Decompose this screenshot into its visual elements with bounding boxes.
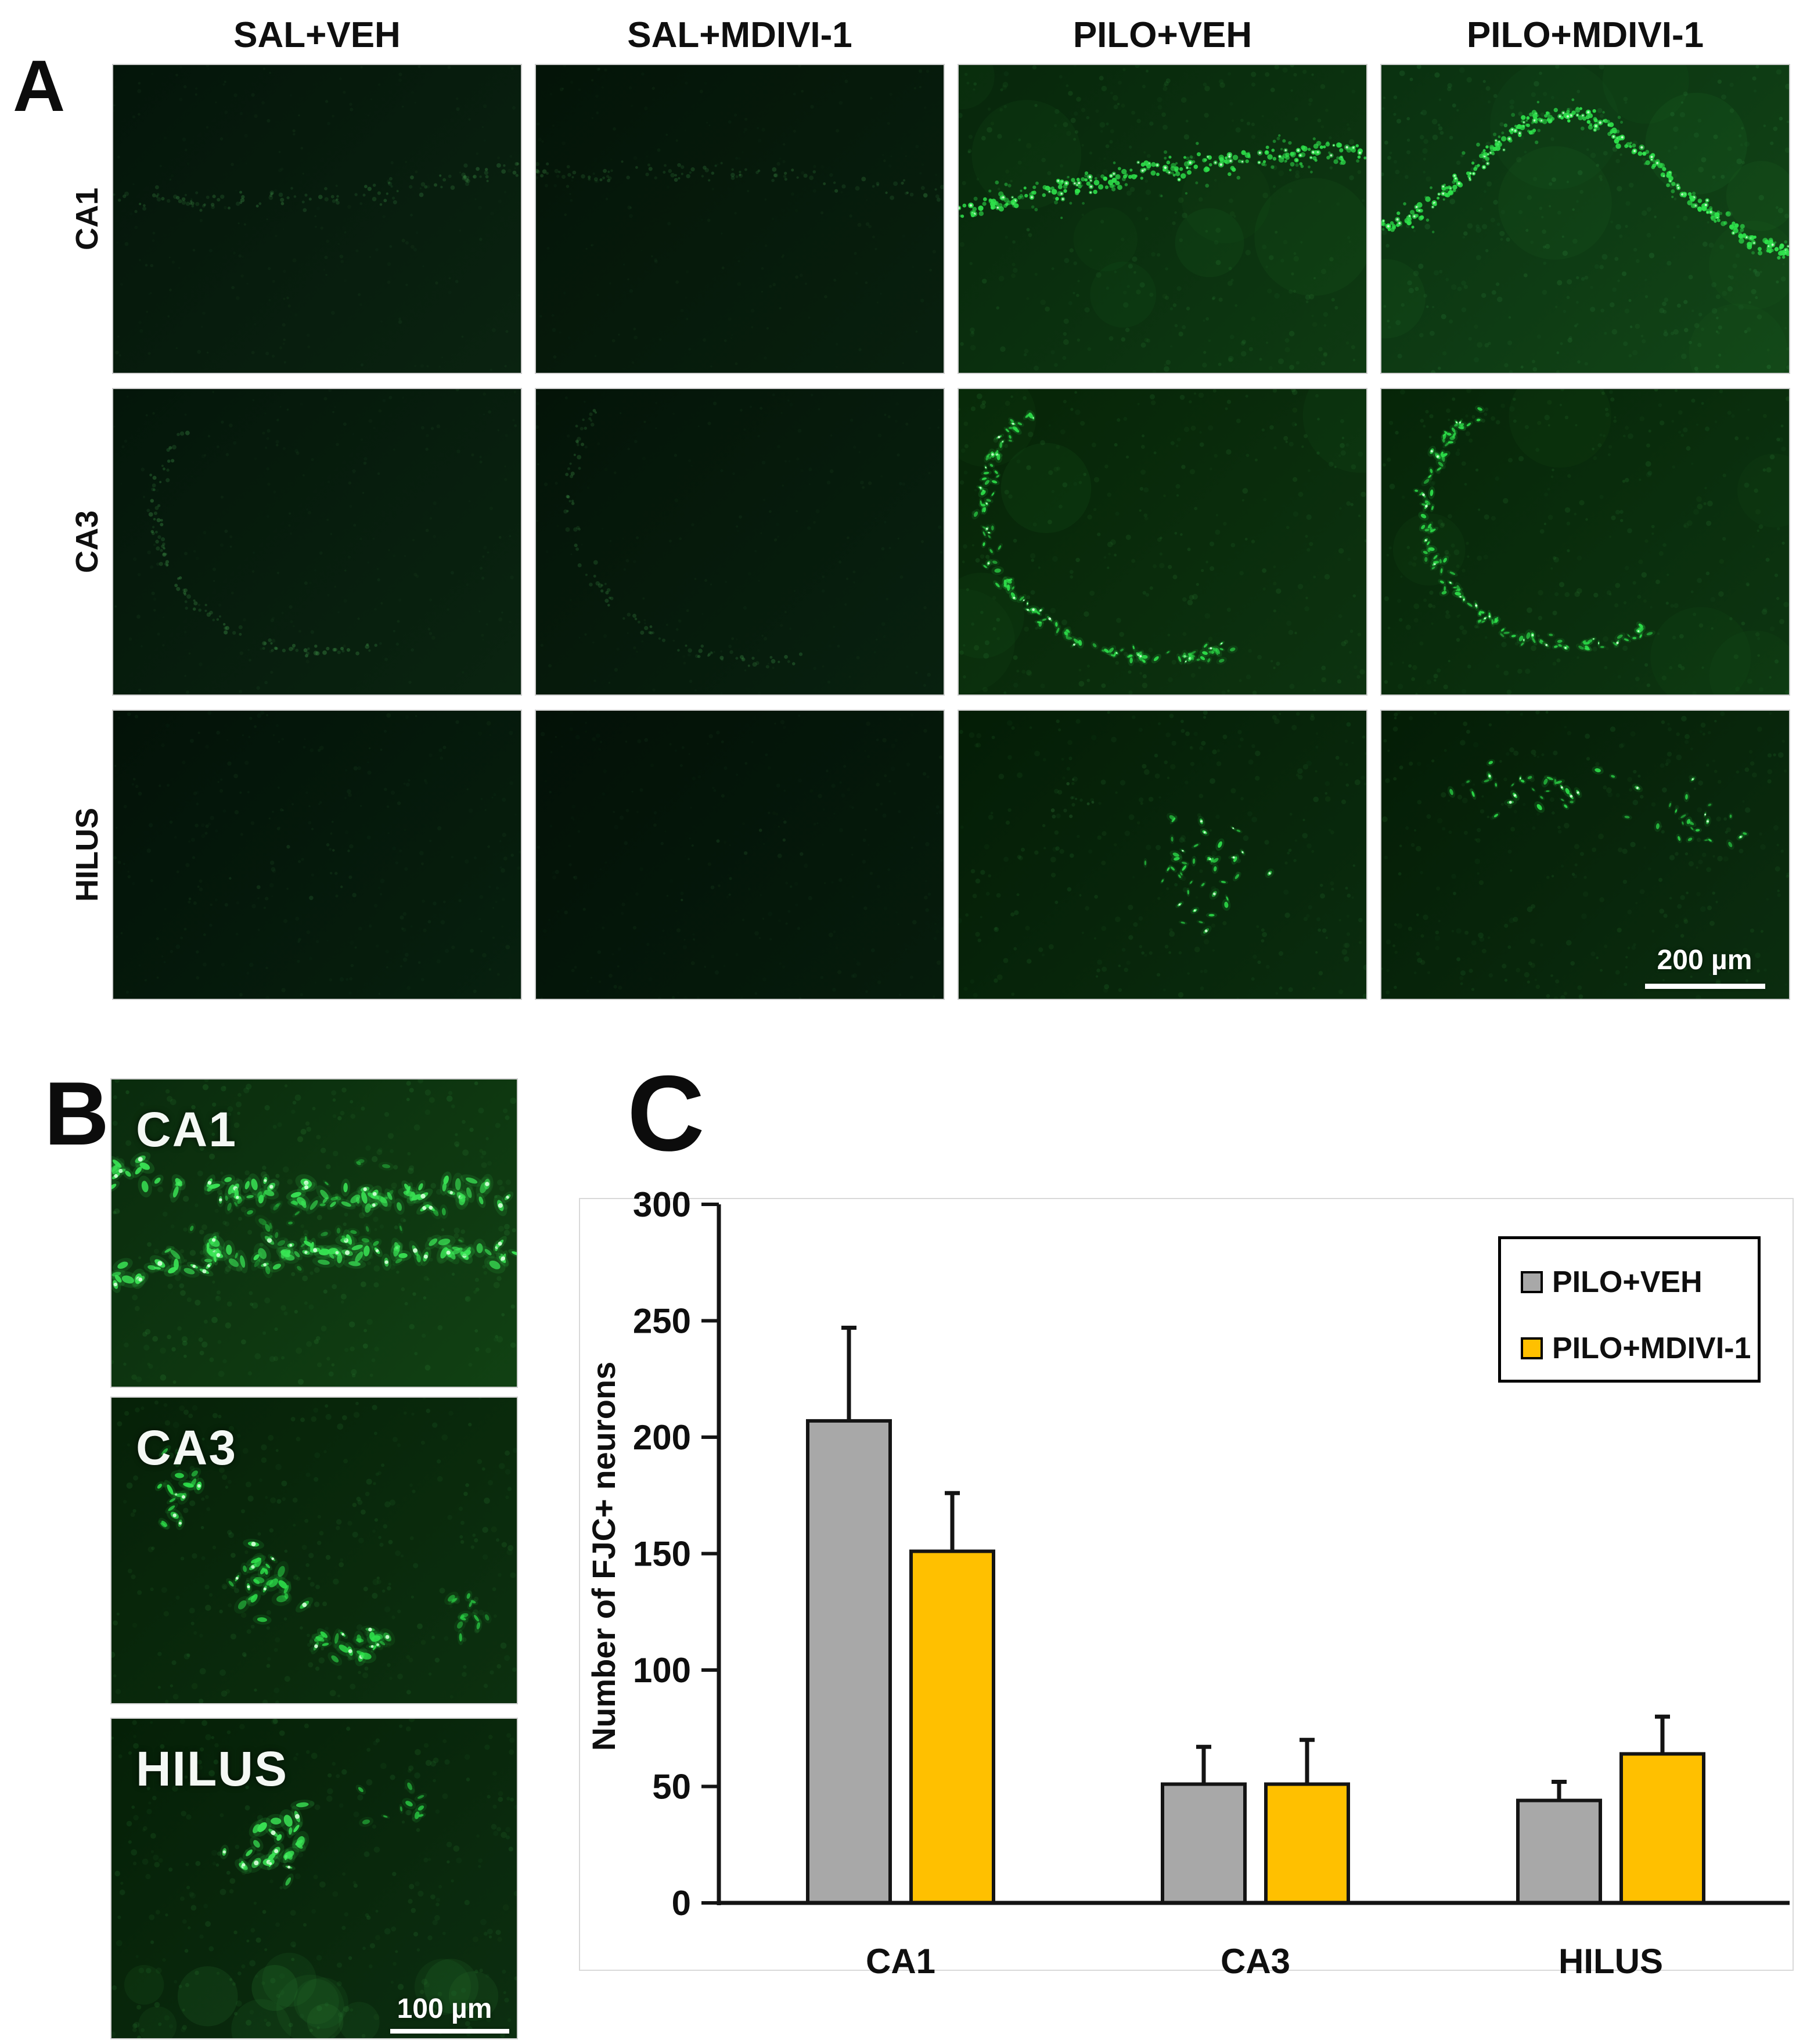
microscopy-image-CA3-PILO+VEH xyxy=(958,388,1367,696)
x-category-label-CA1: CA1 xyxy=(866,1942,935,1981)
microscopy-texture xyxy=(536,711,944,999)
bar-PILO+VEH-CA3 xyxy=(1161,1782,1247,1905)
y-tick-label-250: 250 xyxy=(633,1302,691,1341)
panel-b-image-label-HILUS: HILUS xyxy=(136,1741,288,1796)
y-tick-label-50: 50 xyxy=(652,1768,691,1807)
panel-b-image-label-CA1: CA1 xyxy=(136,1102,237,1157)
microscopy-image-HILUS-PILO+VEH xyxy=(958,710,1367,1000)
y-tick-label-300: 300 xyxy=(633,1185,691,1224)
axes-group: 0 50 100 150 200 250 300 xyxy=(633,1185,1790,1923)
microscopy-texture xyxy=(536,393,944,694)
microscopy-texture xyxy=(959,711,1366,999)
column-header-sal-veh: SAL+VEH xyxy=(233,15,401,55)
legend-swatch-gray xyxy=(1521,1271,1543,1293)
panel-b-image-label-CA3: CA3 xyxy=(136,1420,237,1475)
chart-legend: PILO+VEH PILO+MDIVI-1 xyxy=(1498,1236,1761,1383)
microscopy-image-CA3-SAL+MDIVI-1 xyxy=(535,388,945,696)
microscopy-texture xyxy=(111,1079,517,1385)
panel-b-image-HILUS: HILUS xyxy=(110,1718,518,2039)
microscopy-image-CA1-SAL+VEH xyxy=(112,64,522,374)
microscopy-texture xyxy=(1383,389,1789,694)
microscopy-texture xyxy=(113,65,520,373)
x-category-label-CA3: CA3 xyxy=(1221,1942,1290,1981)
microscopy-texture xyxy=(959,65,1366,373)
panel-a-label: A xyxy=(13,46,66,127)
legend-swatch-yellow xyxy=(1521,1337,1543,1359)
scale-bar-label-200um: 200 µm xyxy=(1657,945,1752,976)
y-tick-label-200: 200 xyxy=(633,1418,691,1457)
y-tick-label-100: 100 xyxy=(633,1651,691,1690)
column-header-pilo-mdivi: PILO+MDIVI-1 xyxy=(1466,15,1704,55)
microscopy-texture xyxy=(959,389,1366,694)
microscopy-image-CA1-PILO+MDIVI-1 xyxy=(1380,64,1790,374)
bar-PILO+VEH-HILUS xyxy=(1516,1798,1602,1905)
microscopy-texture xyxy=(1381,711,1789,999)
microscopy-texture xyxy=(1381,65,1789,373)
legend-label-pilo-mdivi: PILO+MDIVI-1 xyxy=(1552,1332,1751,1365)
microscopy-image-CA3-SAL+VEH xyxy=(112,388,522,696)
column-header-pilo-veh: PILO+VEH xyxy=(1072,15,1252,55)
microscopy-texture xyxy=(111,1398,517,1703)
bar-PILO+MDIVI-1-HILUS xyxy=(1619,1752,1705,1905)
microscopy-texture xyxy=(536,65,944,368)
y-tick-label-0: 0 xyxy=(672,1884,691,1923)
panel-b-image-CA3: CA3 xyxy=(110,1397,518,1704)
panel-b-image-CA1: CA1 xyxy=(110,1078,518,1388)
legend-item-pilo-veh: PILO+VEH xyxy=(1521,1265,1703,1300)
microscopy-image-CA3-PILO+MDIVI-1 xyxy=(1380,388,1790,696)
scale-bar-100um xyxy=(390,2029,509,2034)
x-category-label-HILUS: HILUS xyxy=(1559,1942,1663,1981)
column-header-sal-mdivi: SAL+MDIVI-1 xyxy=(627,15,852,55)
scale-bar-200um xyxy=(1645,984,1765,989)
microscopy-texture xyxy=(113,389,517,694)
panel-b-label: B xyxy=(44,1063,109,1164)
bar-PILO+MDIVI-1-CA1 xyxy=(909,1549,995,1905)
bar-PILO+MDIVI-1-CA3 xyxy=(1264,1782,1350,1905)
legend-label-pilo-veh: PILO+VEH xyxy=(1552,1265,1703,1299)
microscopy-image-HILUS-SAL+VEH xyxy=(112,710,522,1000)
microscopy-texture xyxy=(113,711,521,999)
panel-c-label: C xyxy=(627,1054,705,1174)
y-tick-label-150: 150 xyxy=(633,1535,691,1574)
microscopy-texture xyxy=(111,1719,517,2038)
microscopy-image-HILUS-PILO+MDIVI-1 xyxy=(1380,710,1790,1000)
bar-PILO+VEH-CA1 xyxy=(806,1419,892,1905)
bars-group xyxy=(806,1326,1705,1905)
microscopy-image-CA1-PILO+VEH xyxy=(958,64,1367,374)
scale-bar-label-100um: 100 µm xyxy=(397,1993,492,2024)
microscopy-image-HILUS-SAL+MDIVI-1 xyxy=(535,710,945,1000)
legend-item-pilo-mdivi: PILO+MDIVI-1 xyxy=(1521,1331,1751,1366)
microscopy-image-CA1-SAL+MDIVI-1 xyxy=(535,64,945,374)
